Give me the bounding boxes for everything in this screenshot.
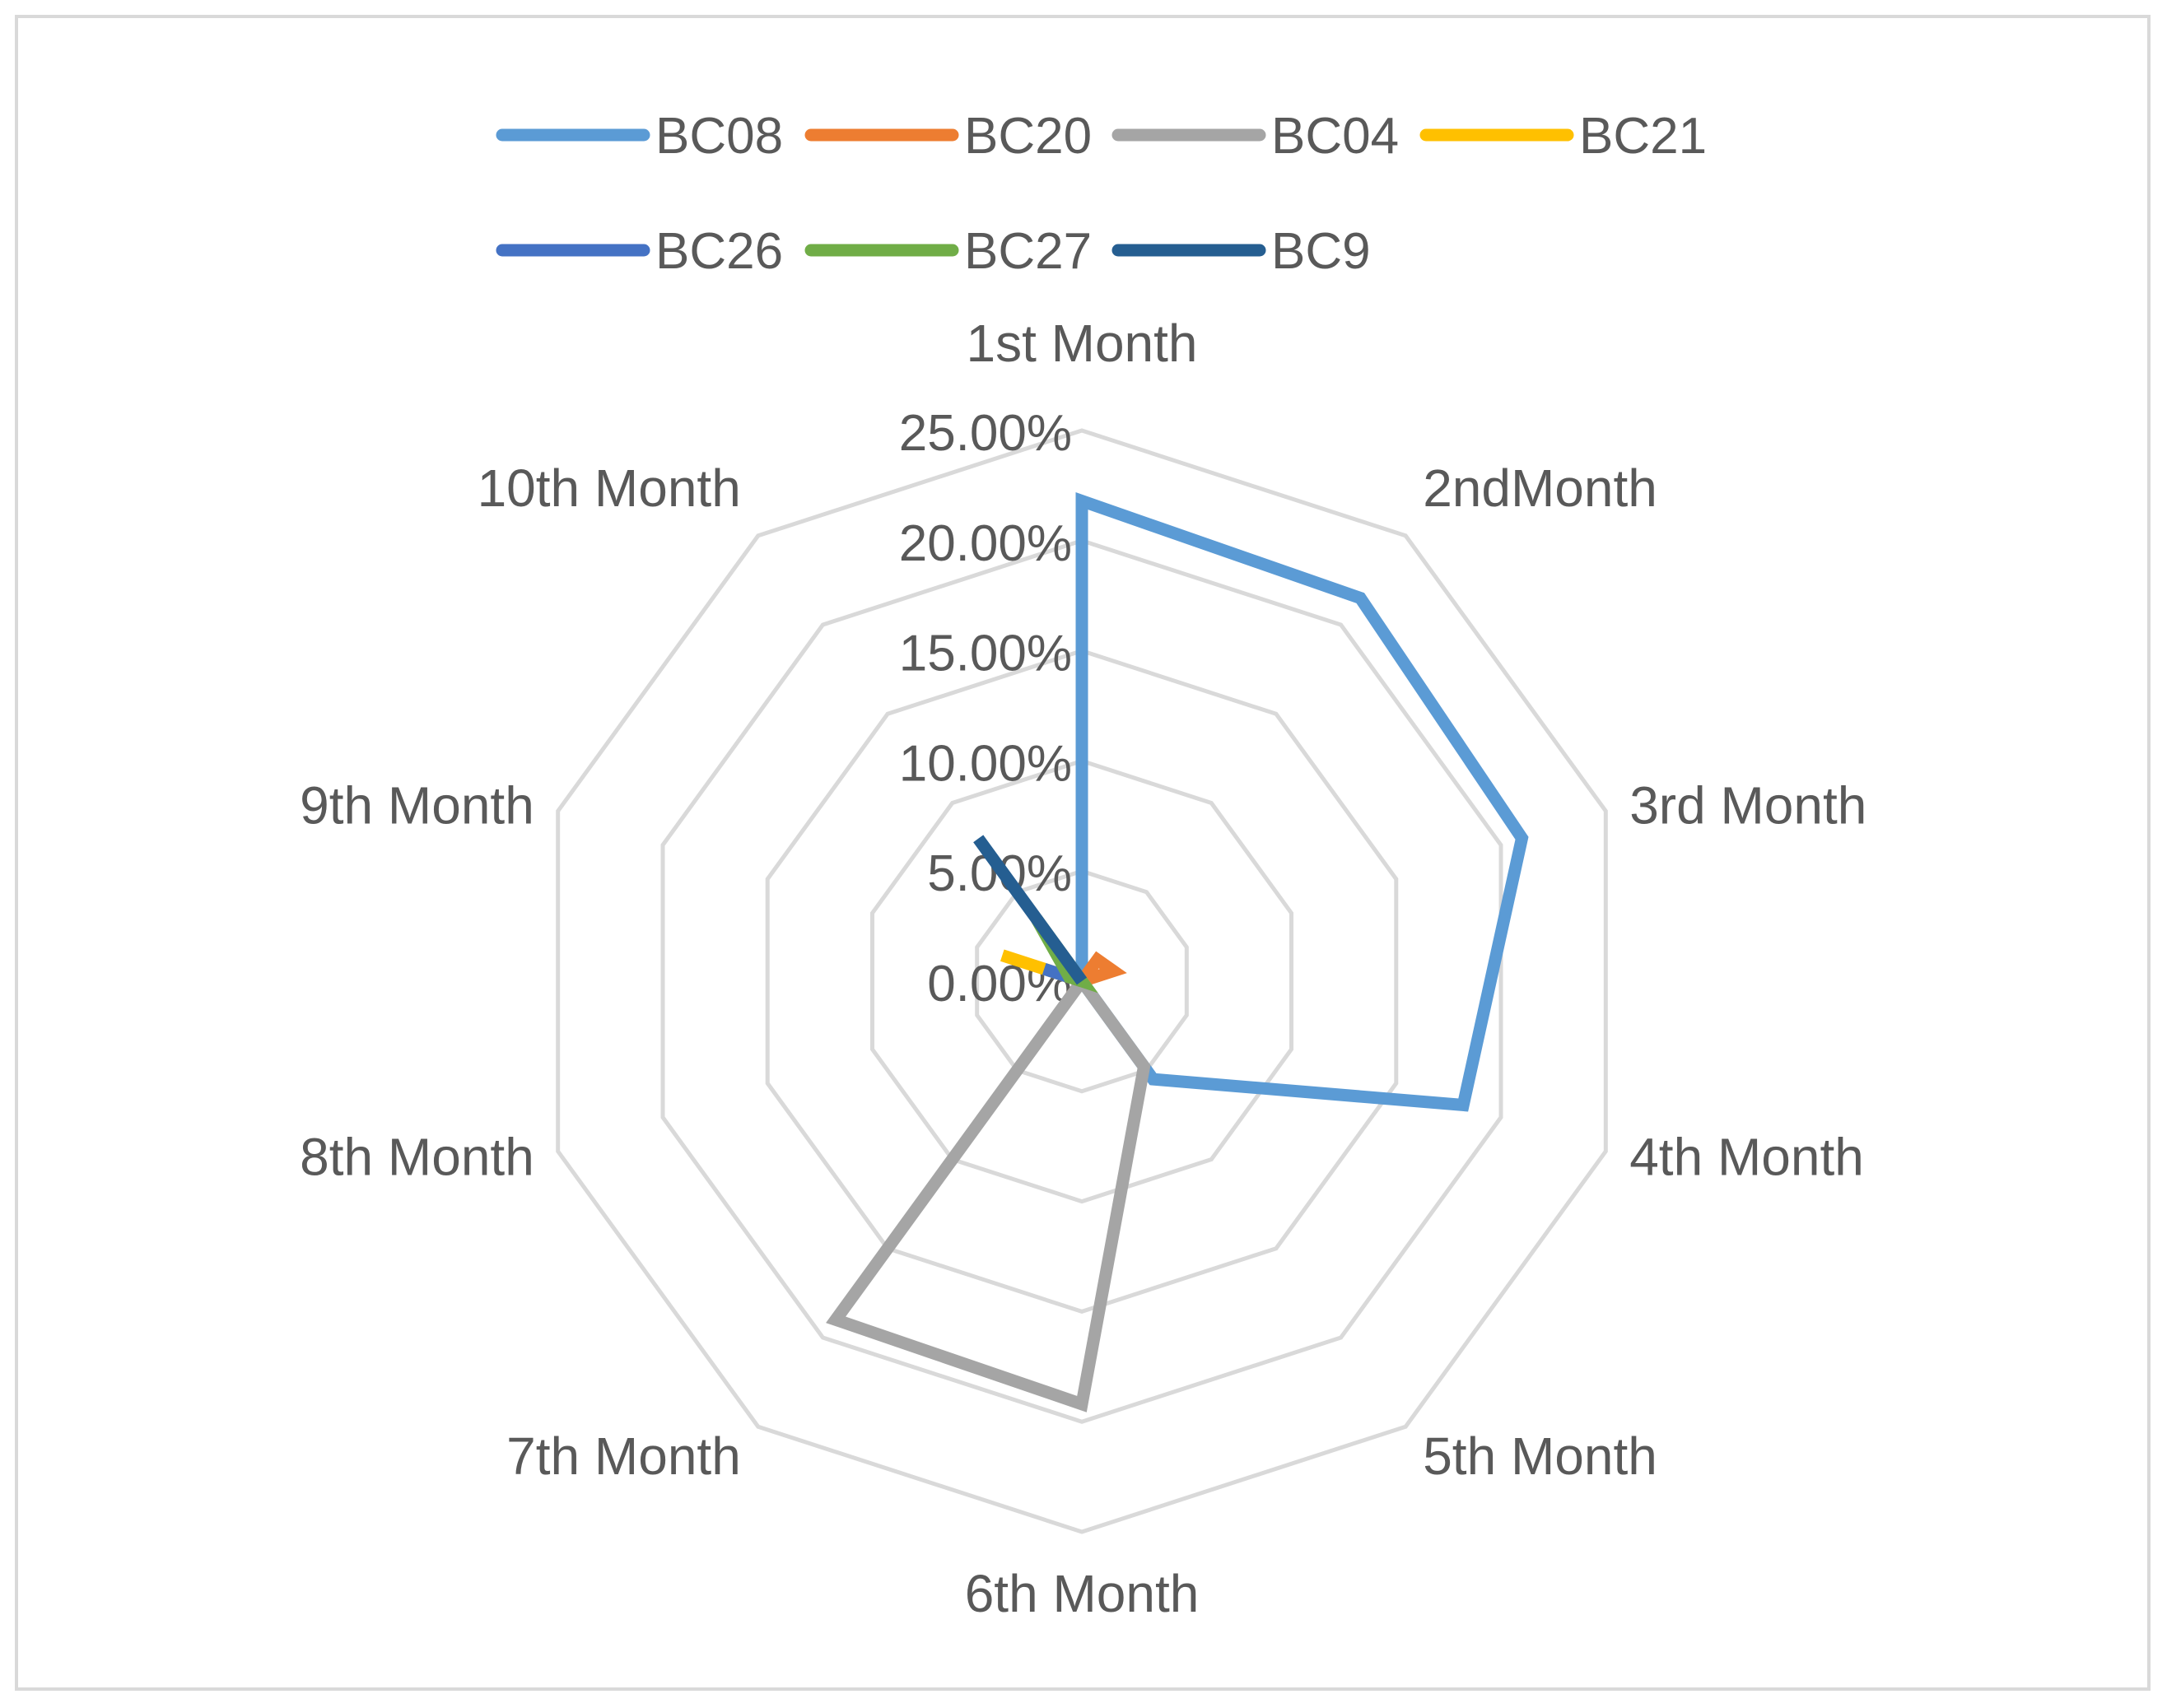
legend-label-bc26: BC26 (655, 223, 783, 280)
grid-ring-2 (870, 758, 1293, 1204)
legend-label-bc21: BC21 (1579, 108, 1707, 165)
category-labels: 1st Month 2ndMonth 3rd Month 4th Month 5th M… (300, 314, 1866, 1623)
category-label-2ndmonth: 2ndMonth (1423, 458, 1657, 518)
tick-label-2: 10.00% (899, 735, 1072, 792)
tick-label-3: 15.00% (899, 626, 1072, 682)
tick-label-5: 25.00% (899, 405, 1072, 462)
series-line-bc9 (973, 835, 1088, 985)
grid-ring-3 (765, 648, 1399, 1315)
category-label-6th-month: 6th Month (965, 1564, 1200, 1623)
category-label-5th-month: 5th Month (1423, 1426, 1657, 1486)
category-label-1st-month: 1st Month (966, 314, 1197, 373)
category-label-10th-month: 10th Month (478, 458, 741, 518)
legend: BC08 BC20 BC04 BC21 BC26 BC27 BC9 (496, 108, 1707, 280)
radar-grid (556, 428, 1608, 1534)
series-line-bc08 (1075, 492, 1529, 1112)
category-label-7th-month: 7th Month (506, 1426, 741, 1486)
legend-label-bc08: BC08 (655, 108, 783, 165)
grid-ring-1 (975, 868, 1189, 1094)
category-label-4th-month: 4th Month (1629, 1128, 1864, 1187)
grid-ring-4 (660, 538, 1503, 1424)
category-label-3rd-month: 3rd Month (1629, 776, 1866, 835)
grid-ring-5 (556, 428, 1608, 1534)
legend-label-bc27: BC27 (964, 223, 1092, 280)
series-line-bc04 (826, 970, 1151, 1412)
axis-tick-labels: 0.00%5.00%10.00%15.00%20.00%25.00% (899, 405, 1072, 1012)
legend-label-bc9: BC9 (1271, 223, 1371, 280)
legend-label-bc20: BC20 (964, 108, 1092, 165)
legend-label-bc04: BC04 (1271, 108, 1399, 165)
chart-frame: BC08 BC20 BC04 BC21 BC26 BC27 BC9 0.00% 5.00% 10… (15, 15, 2151, 1691)
category-label-9th-month: 9th Month (300, 776, 534, 835)
tick-label-4: 20.00% (899, 515, 1072, 572)
series-line-bc20 (1065, 951, 1127, 994)
tick-label-0: 0.00% (927, 956, 1072, 1012)
category-label-8th-month: 8th Month (300, 1128, 534, 1187)
series-lines (826, 492, 1529, 1412)
